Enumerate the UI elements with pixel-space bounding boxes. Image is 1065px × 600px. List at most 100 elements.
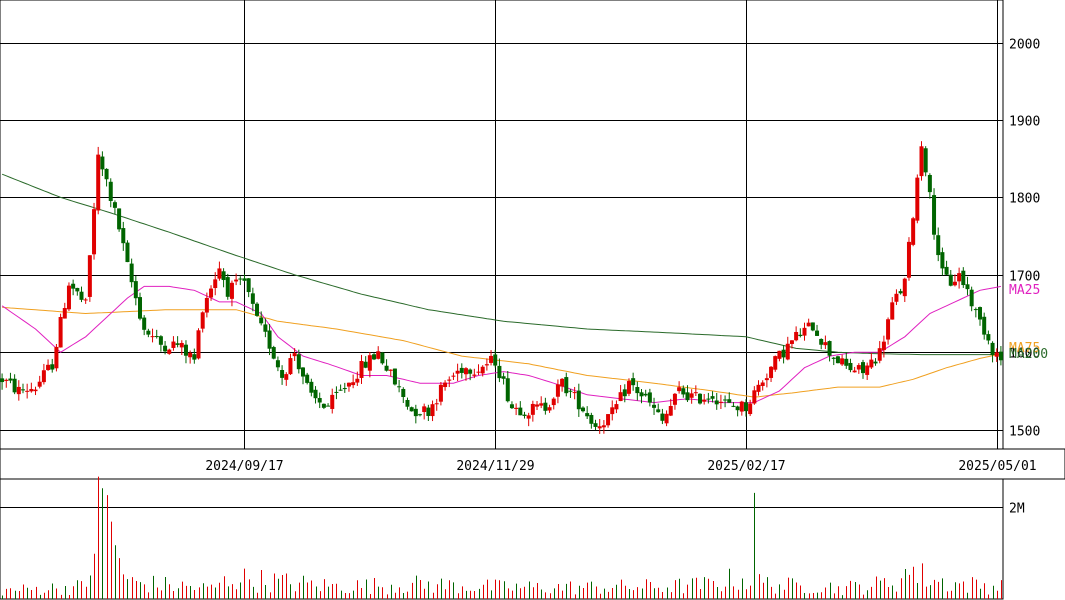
candle — [606, 414, 611, 428]
candle — [12, 374, 17, 395]
candle — [844, 352, 849, 369]
candle — [326, 403, 331, 407]
candle — [631, 372, 636, 391]
candle — [564, 372, 569, 397]
candle — [689, 389, 694, 404]
candle — [33, 386, 38, 396]
candle — [752, 386, 757, 405]
price-panel-frame — [0, 0, 1004, 450]
candle — [438, 382, 443, 406]
candle — [798, 328, 803, 338]
candle — [777, 350, 782, 362]
candle — [392, 368, 397, 386]
candle — [330, 388, 335, 414]
candle — [250, 287, 255, 312]
candle — [351, 374, 356, 389]
date-tick-label: 2024/11/29 — [456, 459, 534, 474]
candle — [760, 380, 765, 391]
candle — [121, 221, 126, 251]
candle — [936, 227, 941, 262]
candle — [978, 306, 983, 326]
candle — [551, 397, 556, 410]
candle — [468, 368, 473, 381]
candle — [129, 258, 134, 288]
ma75-line — [2, 306, 1002, 398]
candle — [300, 367, 305, 385]
candle — [459, 363, 464, 379]
candle — [994, 348, 999, 362]
candle — [672, 392, 677, 410]
candle — [192, 348, 197, 364]
candle — [54, 343, 59, 372]
price-axis: 1500 1600 1700 1800 1900 2000 — [1009, 38, 1040, 440]
candle — [493, 349, 498, 368]
candle — [948, 270, 953, 287]
candle — [497, 358, 502, 383]
candle — [727, 392, 732, 403]
candle — [112, 200, 117, 215]
price-tick-label: 1600 — [1009, 347, 1040, 362]
candle — [75, 287, 80, 296]
candle — [530, 400, 535, 422]
candle — [418, 413, 423, 417]
candle — [865, 362, 870, 380]
candle — [267, 324, 272, 356]
ma75-label: MA75 — [1009, 341, 1040, 356]
candle — [543, 397, 548, 415]
candle — [580, 406, 585, 413]
candle — [706, 392, 711, 404]
ma25-line — [1, 285, 1001, 404]
candle — [209, 285, 214, 301]
candle — [743, 399, 748, 417]
candle — [764, 373, 769, 388]
candle — [430, 400, 435, 422]
candle — [476, 364, 481, 376]
candle — [823, 335, 828, 350]
candle — [58, 313, 63, 348]
candle — [698, 393, 703, 405]
candle — [835, 355, 840, 364]
candle — [785, 336, 790, 361]
candle — [802, 322, 807, 341]
candle — [769, 366, 774, 382]
candle — [163, 341, 168, 355]
candle — [677, 381, 682, 394]
candle — [96, 146, 101, 215]
candle — [117, 208, 122, 232]
candle — [873, 358, 878, 366]
candle — [714, 392, 719, 410]
candle — [171, 336, 176, 351]
candle — [819, 338, 824, 350]
candle — [16, 380, 21, 401]
candle — [932, 188, 937, 240]
candle — [346, 382, 351, 392]
price-tick-label: 1900 — [1009, 115, 1040, 130]
candle — [388, 369, 393, 377]
candle — [522, 411, 527, 419]
candle — [409, 406, 414, 412]
candle — [242, 274, 247, 282]
candle — [484, 358, 489, 371]
candle — [831, 356, 836, 366]
candle — [731, 402, 736, 408]
candle — [906, 237, 911, 281]
candle — [593, 419, 598, 431]
candle — [196, 328, 201, 360]
candle — [957, 267, 962, 289]
candle — [246, 278, 251, 298]
ma200-line — [1, 173, 1001, 356]
candle — [66, 282, 71, 312]
candle — [225, 273, 230, 300]
candle — [773, 355, 778, 372]
candle — [810, 322, 815, 332]
candle — [108, 178, 113, 208]
candle — [919, 141, 924, 181]
candle — [37, 375, 42, 389]
candle — [271, 345, 276, 360]
candle — [973, 307, 978, 318]
candle — [280, 365, 285, 385]
candle — [535, 401, 540, 410]
candle — [735, 405, 740, 417]
candle — [881, 335, 886, 358]
